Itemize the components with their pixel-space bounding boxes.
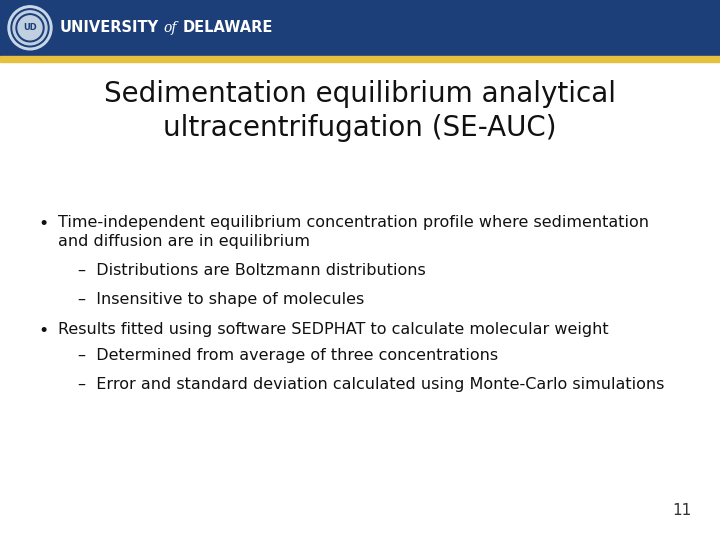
Text: –  Determined from average of three concentrations: – Determined from average of three conce… (78, 348, 498, 363)
Text: Time-independent equilibrium concentration profile where sedimentation
and diffu: Time-independent equilibrium concentrati… (58, 215, 649, 249)
Circle shape (11, 9, 49, 47)
Circle shape (16, 14, 44, 42)
Text: of: of (163, 21, 176, 35)
Text: Sedimentation equilibrium analytical
ultracentrifugation (SE-AUC): Sedimentation equilibrium analytical ult… (104, 79, 616, 142)
Text: UNIVERSITY: UNIVERSITY (60, 21, 159, 35)
Circle shape (18, 16, 42, 40)
Circle shape (8, 6, 52, 50)
Text: UD: UD (23, 23, 37, 32)
Text: •: • (38, 215, 48, 233)
Text: –  Error and standard deviation calculated using Monte-Carlo simulations: – Error and standard deviation calculate… (78, 377, 665, 392)
Text: –  Insensitive to shape of molecules: – Insensitive to shape of molecules (78, 292, 364, 307)
Text: Results fitted using software SEDPHAT to calculate molecular weight: Results fitted using software SEDPHAT to… (58, 322, 608, 337)
Circle shape (13, 11, 47, 45)
Text: 11: 11 (672, 503, 692, 518)
Bar (0, 0, 720, 56)
Text: •: • (38, 322, 48, 340)
Text: DELAWARE: DELAWARE (183, 21, 274, 35)
Text: –  Distributions are Boltzmann distributions: – Distributions are Boltzmann distributi… (78, 263, 426, 278)
Bar (0, 56, 720, 62)
